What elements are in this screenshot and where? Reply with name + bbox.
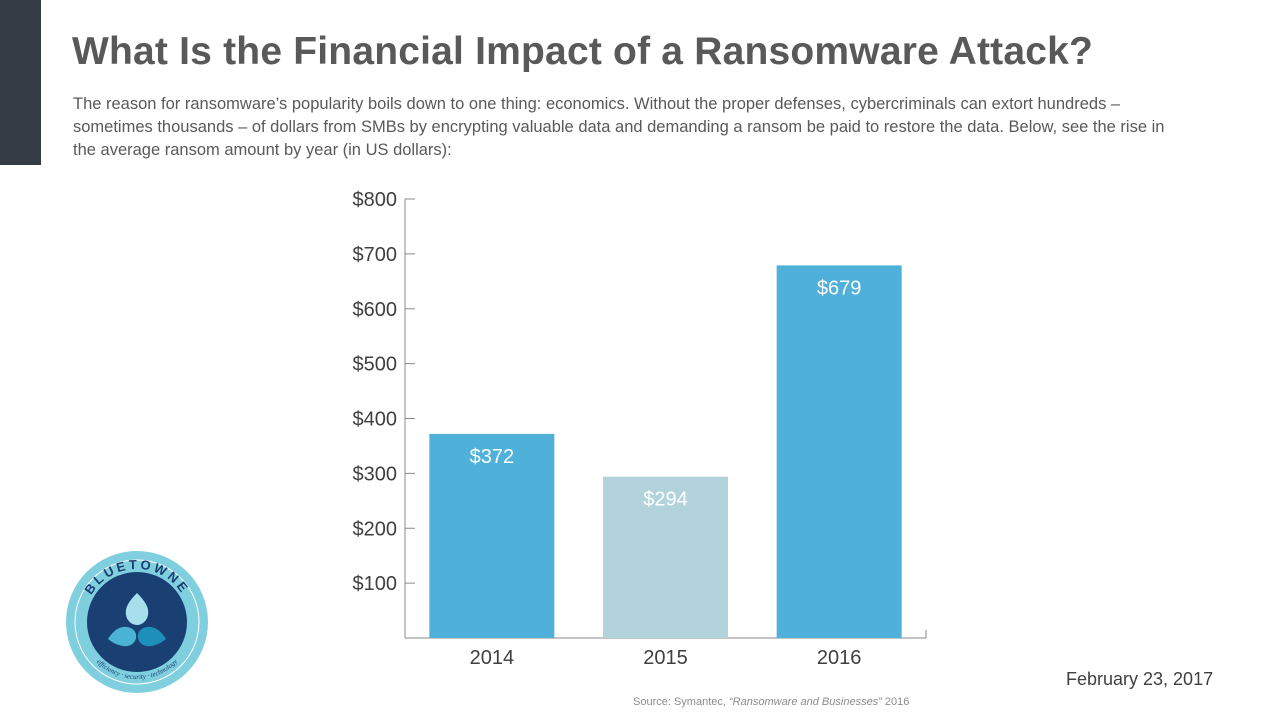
side-accent-bar (0, 0, 41, 165)
bar (776, 265, 902, 638)
y-tick-label: $400 (353, 409, 398, 431)
slide-date: February 23, 2017 (1066, 669, 1214, 689)
y-tick-label: $800 (353, 189, 398, 211)
slide-title: What Is the Financial Impact of a Ransom… (72, 30, 1094, 73)
bar-value-label: $294 (643, 489, 688, 511)
y-tick-label: $500 (353, 354, 398, 376)
bar-value-label: $372 (470, 446, 515, 468)
source-prefix: Source: Symantec, (633, 696, 729, 708)
y-tick-label: $100 (353, 573, 398, 595)
x-tick-label: 2015 (643, 647, 688, 669)
x-tick-label: 2014 (470, 647, 515, 669)
y-tick-label: $700 (353, 244, 398, 266)
source-title: “Ransomware and Businesses” (729, 696, 882, 708)
logo-drops-icon (108, 593, 166, 647)
y-tick-label: $200 (353, 518, 398, 540)
y-tick-label: $300 (353, 463, 398, 485)
chart-bars (429, 265, 902, 638)
source-note: Source: Symantec, “Ransomware and Busine… (633, 696, 909, 708)
bar (429, 433, 555, 638)
source-year: 2016 (881, 696, 910, 708)
bar (603, 476, 728, 638)
x-tick-label: 2016 (817, 647, 862, 669)
y-tick-label: $600 (353, 299, 398, 321)
intro-paragraph: The reason for ransomware’s popularity b… (73, 95, 1165, 159)
bluetowne-logo: BLUETOWNE efficiency · security · techno… (66, 551, 208, 693)
bar-value-label: $679 (817, 277, 862, 299)
chart-labels: $372 2014 $294 2015 $679 2016 (470, 277, 862, 669)
